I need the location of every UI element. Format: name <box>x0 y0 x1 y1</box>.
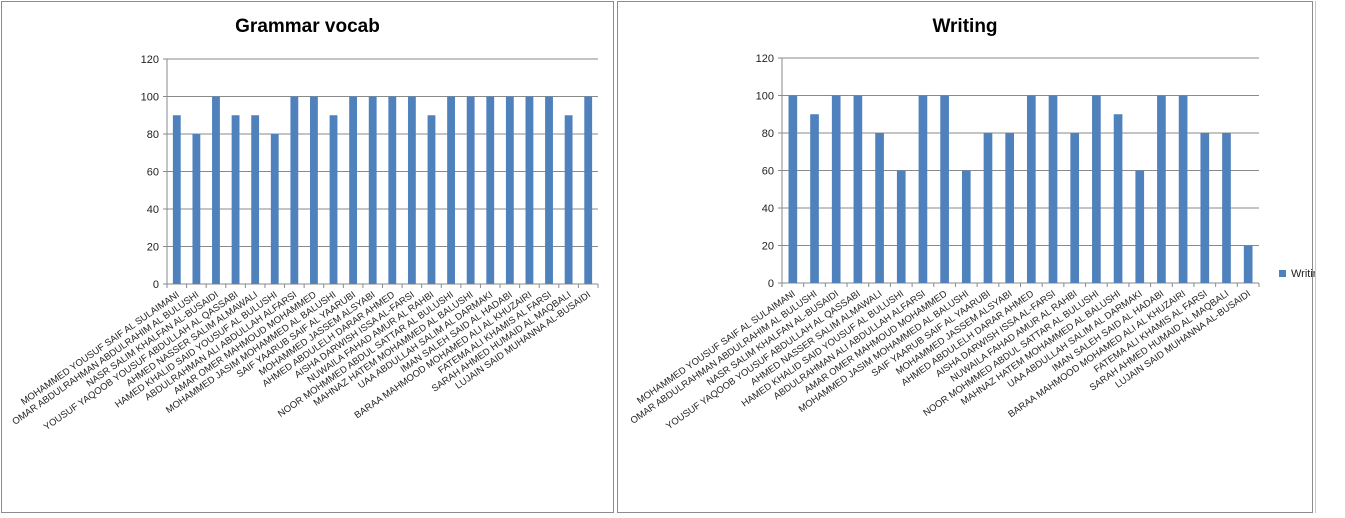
bar <box>1135 170 1145 283</box>
y-tick-label: 0 <box>153 279 159 291</box>
bar <box>407 96 416 284</box>
bar <box>1243 245 1253 283</box>
bar <box>192 134 201 284</box>
chart-title: Grammar vocab <box>235 16 380 37</box>
bar <box>270 134 279 284</box>
bar <box>788 95 798 283</box>
bar <box>212 96 220 284</box>
y-tick-label: 100 <box>756 91 774 103</box>
bar <box>368 96 377 284</box>
y-tick-label: 120 <box>756 53 774 65</box>
bar <box>1070 133 1080 283</box>
bar <box>466 96 475 284</box>
bar <box>525 96 534 284</box>
bar <box>1222 133 1231 283</box>
bar <box>427 115 436 284</box>
y-tick-label: 40 <box>762 203 774 215</box>
y-tick-label: 40 <box>147 204 159 216</box>
bar <box>172 115 181 284</box>
bar <box>231 115 240 284</box>
bar <box>1027 95 1036 283</box>
bar <box>810 114 819 283</box>
bar <box>388 96 397 284</box>
bar <box>1157 95 1166 283</box>
y-tick-label: 60 <box>147 167 159 179</box>
y-tick-label: 20 <box>147 242 159 254</box>
bar <box>486 96 495 284</box>
bar <box>1048 95 1058 283</box>
bar <box>505 96 514 284</box>
bar <box>918 95 928 283</box>
y-tick-label: 100 <box>141 92 159 104</box>
grammar-vocab-chart-panel: Grammar vocab 0 20 40 60 80 100 120 MOHAMMED YO… <box>1 1 614 513</box>
bar <box>983 133 993 283</box>
bar <box>251 115 260 284</box>
bar <box>1113 114 1123 283</box>
y-tick-label: 120 <box>141 54 159 66</box>
bar <box>564 115 573 284</box>
bar <box>1005 133 1014 283</box>
chart-title: Writing <box>932 16 998 37</box>
y-tick-label: 80 <box>762 128 774 140</box>
bar <box>310 96 318 284</box>
bar <box>447 96 455 284</box>
bar <box>853 95 863 283</box>
bar <box>584 96 593 284</box>
y-tick-label: 80 <box>147 129 159 141</box>
bar <box>940 95 949 283</box>
y-tick-label: 60 <box>762 166 774 178</box>
bar <box>1178 95 1188 283</box>
bar <box>349 96 358 284</box>
adjacent-panel-edge <box>1315 1 1344 513</box>
legend-swatch <box>1279 270 1286 277</box>
bar <box>545 96 553 284</box>
writing-chart-panel: Writing 0 20 40 60 80 100 120 MOHAMMED YOUSUF S… <box>617 1 1325 513</box>
bar <box>831 95 841 283</box>
y-tick-label: 20 <box>762 241 774 253</box>
bar <box>961 170 971 283</box>
bar <box>1092 95 1101 283</box>
bar <box>1200 133 1210 283</box>
bar <box>896 170 906 283</box>
bar <box>875 133 884 283</box>
y-tick-label: 0 <box>768 278 774 290</box>
bar <box>290 96 299 284</box>
bar <box>329 115 338 284</box>
